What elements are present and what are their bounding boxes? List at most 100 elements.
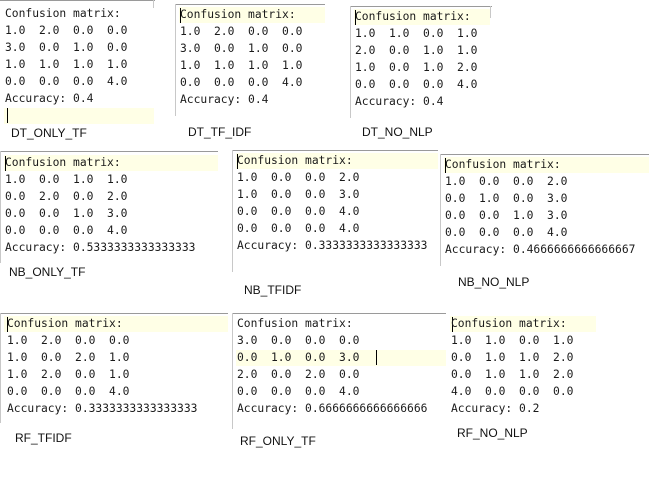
accuracy-value: 0.6666666666666666 — [305, 402, 428, 415]
matrix-row: 1.0 0.0 1.0 1.0 — [5, 173, 128, 186]
accuracy-value: 0.3333333333333333 — [75, 402, 198, 415]
accuracy-label: Accuracy: — [5, 92, 74, 105]
accuracy-label: Accuracy: — [7, 402, 76, 415]
matrix-row: 0.0 0.0 0.0 4.0 — [237, 222, 360, 235]
matrix-row: 1.0 2.0 0.0 0.0 — [5, 24, 128, 37]
accuracy-label: Accuracy: — [355, 95, 424, 108]
output-panel-dt-no-nlp: Confusion matrix: 1.0 1.0 0.0 1.0 2.0 0.… — [350, 6, 492, 118]
matrix-row: 3.0 0.0 0.0 0.0 — [237, 334, 360, 347]
matrix-header: Confusion matrix: — [451, 317, 567, 330]
matrix-row: 4.0 0.0 0.0 0.0 — [451, 385, 574, 398]
matrix-row: 2.0 0.0 2.0 0.0 — [237, 368, 360, 381]
output-panel-nb-tfidf: Confusion matrix: 1.0 0.0 0.0 2.0 1.0 0.… — [232, 150, 438, 272]
matrix-row: 0.0 0.0 1.0 3.0 — [5, 207, 128, 220]
matrix-header: Confusion matrix: — [5, 7, 121, 20]
text-caret[interactable] — [180, 8, 181, 23]
text-caret[interactable] — [355, 10, 356, 25]
matrix-header: Confusion matrix: — [180, 8, 296, 21]
output-panel-rf-only-tf: Confusion matrix: 3.0 0.0 0.0 0.0 0.0 1.… — [232, 313, 446, 429]
accuracy-line: Accuracy: 0.4 — [355, 94, 443, 110]
matrix-row: 1.0 2.0 0.0 0.0 — [7, 334, 130, 347]
current-line-highlight — [4, 108, 154, 124]
matrix-row: 0.0 0.0 0.0 4.0 — [445, 226, 568, 239]
matrix-row: 0.0 1.0 0.0 3.0 — [237, 351, 360, 364]
matrix-row: 2.0 0.0 1.0 1.0 — [355, 44, 478, 57]
output-panel-dt-only-tf: Confusion matrix: 1.0 2.0 0.0 0.0 3.0 0.… — [0, 0, 155, 125]
accuracy-value: 0.2 — [519, 402, 540, 415]
accuracy-value: 0.4 — [73, 92, 94, 105]
accuracy-label: Accuracy: — [237, 402, 306, 415]
matrix-row: 3.0 0.0 1.0 0.0 — [180, 42, 303, 55]
accuracy-line: Accuracy: 0.4 — [5, 91, 93, 107]
matrix-row: 1.0 2.0 0.0 0.0 — [180, 25, 303, 38]
matrix-row: 1.0 2.0 0.0 1.0 — [7, 368, 130, 381]
text-caret[interactable] — [445, 158, 446, 173]
matrix-header: Confusion matrix: — [5, 156, 121, 169]
text-caret[interactable] — [376, 350, 377, 365]
current-line-highlight — [179, 7, 325, 23]
matrix-row: 0.0 1.0 0.0 3.0 — [445, 192, 568, 205]
text-caret[interactable] — [237, 154, 238, 169]
panel-caption: RF_TFIDF — [15, 431, 72, 445]
matrix-row: 1.0 1.0 0.0 1.0 — [355, 27, 478, 40]
current-line-highlight — [4, 155, 218, 171]
matrix-row: 0.0 0.0 0.0 4.0 — [5, 75, 128, 88]
matrix-row: 1.0 0.0 2.0 1.0 — [7, 351, 130, 364]
accuracy-label: Accuracy: — [237, 239, 306, 252]
text-caret[interactable] — [452, 317, 453, 332]
current-line-highlight — [354, 9, 490, 25]
output-panel-rf-no-nlp: Confusion matrix: 1.0 1.0 0.0 1.0 0.0 1.… — [446, 313, 596, 423]
panel-caption: RF_NO_NLP — [457, 426, 528, 440]
panel-caption: DT_NO_NLP — [362, 125, 433, 139]
matrix-row: 0.0 0.0 0.0 4.0 — [5, 224, 128, 237]
matrix-header: Confusion matrix: — [355, 10, 471, 23]
current-line-highlight — [4, 316, 228, 332]
matrix-row: 0.0 0.0 1.0 3.0 — [445, 209, 568, 222]
matrix-header: Confusion matrix: — [237, 154, 353, 167]
accuracy-value: 0.3333333333333333 — [305, 239, 428, 252]
current-line-highlight — [236, 153, 438, 169]
panel-caption: DT_ONLY_TF — [11, 126, 87, 140]
accuracy-value: 0.4 — [423, 95, 444, 108]
accuracy-label: Accuracy: — [445, 243, 514, 256]
matrix-header: Confusion matrix: — [237, 317, 353, 330]
matrix-row: 1.0 0.0 0.0 3.0 — [237, 188, 360, 201]
panel-caption: NB_NO_NLP — [458, 275, 530, 289]
matrix-row: 1.0 1.0 0.0 1.0 — [451, 334, 574, 347]
matrix-header: Confusion matrix: — [445, 158, 561, 171]
text-caret[interactable] — [5, 156, 6, 171]
matrix-row: 0.0 0.0 0.0 4.0 — [237, 205, 360, 218]
accuracy-value: 0.5333333333333333 — [73, 241, 196, 254]
matrix-row: 1.0 1.0 1.0 1.0 — [180, 59, 303, 72]
text-caret[interactable] — [7, 317, 8, 332]
matrix-row: 0.0 0.0 0.0 4.0 — [237, 385, 360, 398]
accuracy-line: Accuracy: 0.3333333333333333 — [237, 238, 427, 254]
matrix-row: 1.0 1.0 1.0 1.0 — [5, 58, 128, 71]
output-panel-dt-tf-idf: Confusion matrix: 1.0 2.0 0.0 0.0 3.0 0.… — [175, 4, 325, 116]
current-line-highlight — [236, 350, 446, 366]
matrix-row: 0.0 1.0 1.0 2.0 — [451, 368, 574, 381]
text-caret[interactable] — [7, 108, 8, 123]
output-panel-nb-only-tf: Confusion matrix: 1.0 0.0 1.0 1.0 0.0 2.… — [0, 151, 218, 263]
matrix-row: 0.0 0.0 0.0 4.0 — [180, 76, 303, 89]
accuracy-line: Accuracy: 0.4666666666666667 — [445, 242, 635, 258]
current-line-highlight — [444, 157, 649, 173]
accuracy-label: Accuracy: — [5, 241, 74, 254]
panel-caption: RF_ONLY_TF — [240, 434, 316, 448]
accuracy-line: Accuracy: 0.5333333333333333 — [5, 240, 195, 256]
matrix-row: 0.0 0.0 0.0 4.0 — [355, 78, 478, 91]
panel-caption: DT_TF_IDF — [188, 125, 252, 139]
accuracy-line: Accuracy: 0.6666666666666666 — [237, 401, 427, 417]
matrix-row: 1.0 0.0 0.0 2.0 — [237, 171, 360, 184]
matrix-row: 0.0 2.0 0.0 2.0 — [5, 190, 128, 203]
accuracy-value: 0.4 — [248, 93, 269, 106]
accuracy-label: Accuracy: — [451, 402, 520, 415]
accuracy-line: Accuracy: 0.3333333333333333 — [7, 401, 197, 417]
accuracy-label: Accuracy: — [180, 93, 249, 106]
accuracy-value: 0.4666666666666667 — [513, 243, 636, 256]
matrix-row: 3.0 0.0 1.0 0.0 — [5, 41, 128, 54]
current-line-highlight — [450, 316, 596, 332]
matrix-header: Confusion matrix: — [7, 317, 123, 330]
output-panel-rf-tfidf: Confusion matrix: 1.0 2.0 0.0 0.0 1.0 0.… — [0, 313, 228, 423]
matrix-row: 1.0 0.0 0.0 2.0 — [445, 175, 568, 188]
